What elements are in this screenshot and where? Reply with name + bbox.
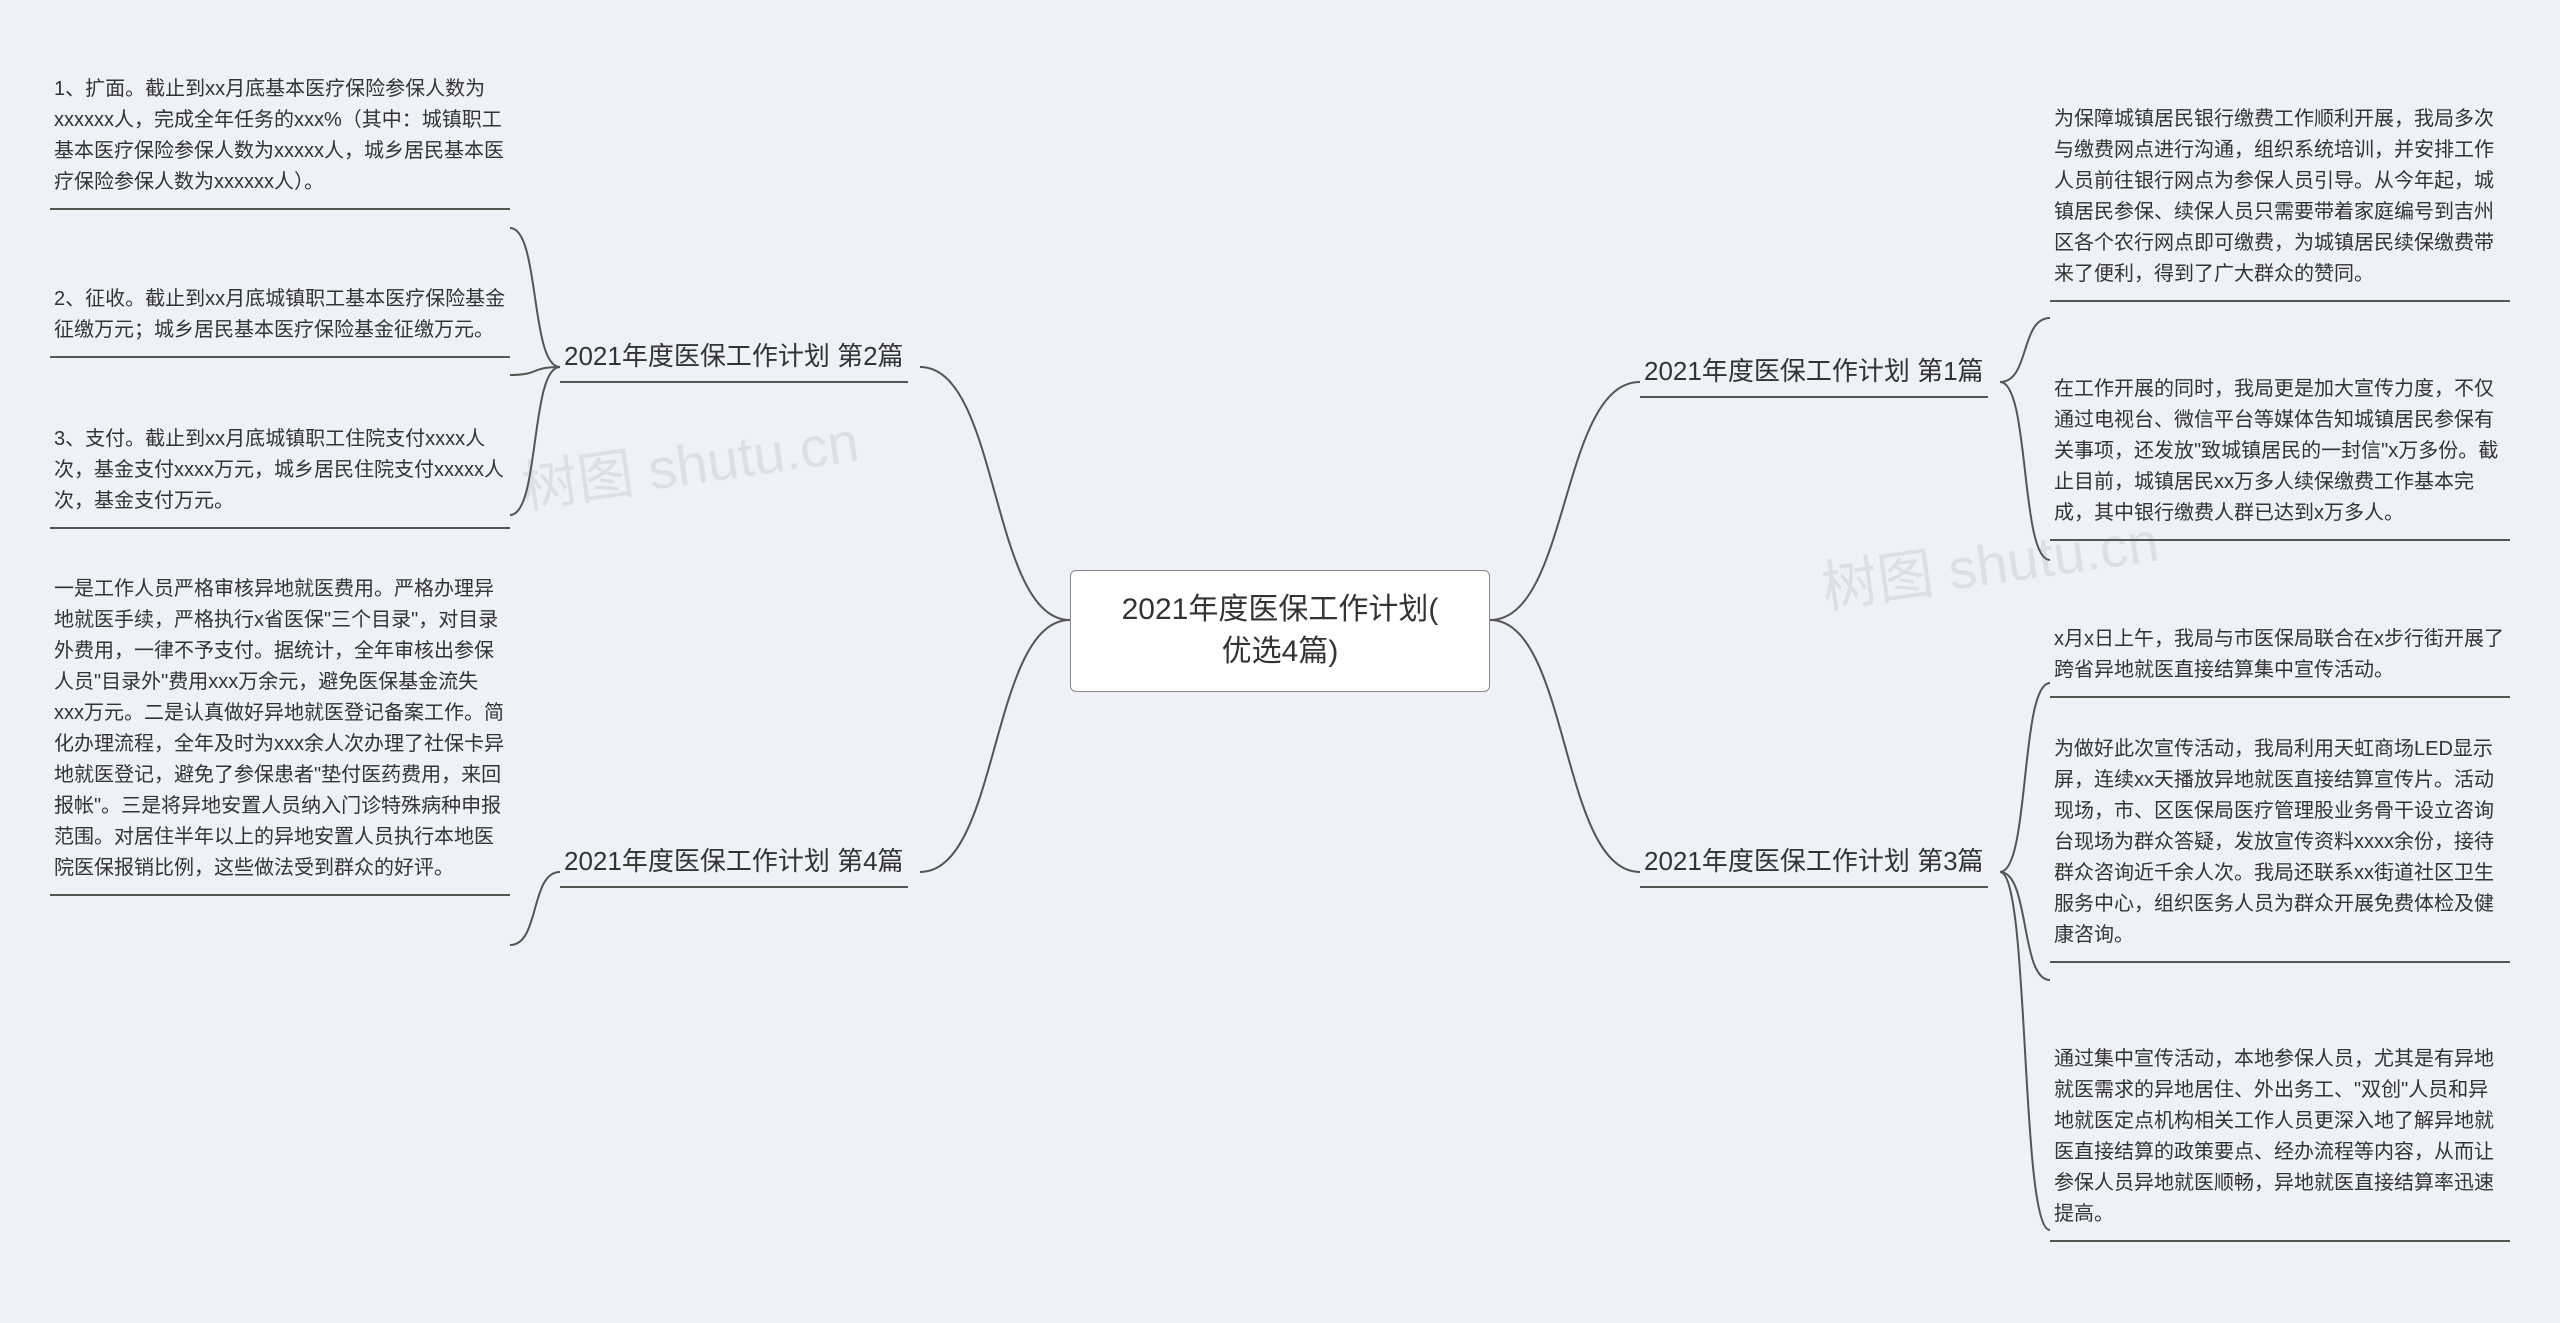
center-title-line2: 优选4篇) — [1222, 635, 1339, 668]
leaf-b2-1: 2、征收。截止到xx月底城镇职工基本医疗保险基金征缴万元；城乡居民基本医疗保险基… — [50, 280, 510, 358]
center-title-line1: 2021年度医保工作计划( — [1122, 593, 1439, 626]
branch-label-3: 2021年度医保工作计划 第3篇 — [1640, 835, 1988, 888]
leaf-b3-0: x月x日上午，我局与市医保局联合在x步行街开展了跨省异地就医直接结算集中宣传活动… — [2050, 620, 2510, 698]
branch-label-1: 2021年度医保工作计划 第1篇 — [1640, 345, 1988, 398]
leaf-b2-0: 1、扩面。截止到xx月底基本医疗保险参保人数为xxxxxx人，完成全年任务的xx… — [50, 70, 510, 210]
leaf-b1-0: 为保障城镇居民银行缴费工作顺利开展，我局多次与缴费网点进行沟通，组织系统培训，并… — [2050, 100, 2510, 302]
leaf-b3-2: 通过集中宣传活动，本地参保人员，尤其是有异地就医需求的异地居住、外出务工、"双创… — [2050, 1040, 2510, 1242]
watermark-1: 树图 shutu.cn — [516, 397, 863, 524]
leaf-b4-0: 一是工作人员严格审核异地就医费用。严格办理异地就医手续，严格执行x省医保"三个目… — [50, 570, 510, 896]
leaf-b2-2: 3、支付。截止到xx月底城镇职工住院支付xxxx人次，基金支付xxxx万元，城乡… — [50, 420, 510, 529]
center-node: 2021年度医保工作计划( 优选4篇) — [1070, 570, 1490, 692]
leaf-b3-1: 为做好此次宣传活动，我局利用天虹商场LED显示屏，连续xx天播放异地就医直接结算… — [2050, 730, 2510, 963]
leaf-b1-1: 在工作开展的同时，我局更是加大宣传力度，不仅通过电视台、微信平台等媒体告知城镇居… — [2050, 370, 2510, 541]
branch-label-4: 2021年度医保工作计划 第4篇 — [560, 835, 908, 888]
branch-label-2: 2021年度医保工作计划 第2篇 — [560, 330, 908, 383]
